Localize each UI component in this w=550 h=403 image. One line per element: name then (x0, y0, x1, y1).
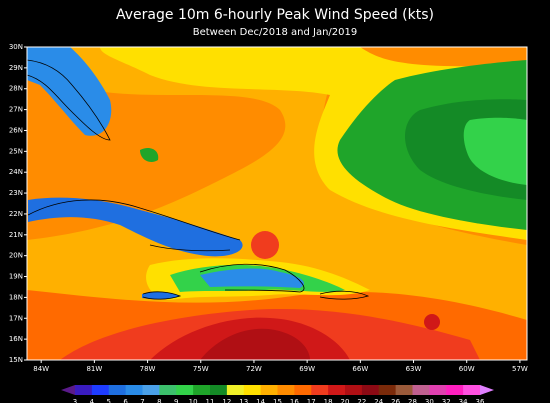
y-tick-label: 27N (9, 106, 23, 114)
y-tick-label: 19N (9, 273, 23, 281)
colorbar-segment (429, 385, 447, 395)
colorbar-label: 16 (290, 398, 299, 403)
colorbar-segment (75, 385, 93, 395)
y-tick-label: 29N (9, 64, 23, 72)
colorbar-label: 13 (239, 398, 248, 403)
colorbar-end (480, 385, 494, 395)
x-tick-label: 81W (86, 365, 102, 373)
colorbar-segment (108, 385, 127, 395)
coastlines (26, 59, 370, 300)
x-tick-label: 63W (406, 365, 422, 373)
colorbar-segment (243, 385, 262, 395)
colorbar-label: 6 (123, 398, 128, 403)
colorbar-segment (142, 385, 160, 395)
x-tick-label: 60W (459, 365, 475, 373)
colorbar-segment (412, 385, 430, 395)
y-tick-label: 15N (9, 356, 23, 364)
colorbar-segment (395, 385, 413, 395)
colorbar-segment (91, 385, 110, 395)
colorbar-label: 10 (189, 398, 198, 403)
colorbar-segment (277, 385, 295, 395)
colorbar-label: 12 (222, 398, 231, 403)
y-tick-label: 23N (9, 189, 23, 197)
wind-field (27, 47, 527, 360)
x-tick-label: 57W (512, 365, 528, 373)
y-tick-label: 16N (9, 335, 23, 343)
chart-title: Average 10m 6-hourly Peak Wind Speed (kt… (116, 7, 434, 23)
colorbar-segment (294, 385, 312, 395)
y-tick-label: 25N (9, 147, 23, 155)
colorbar-segment (311, 385, 329, 395)
colorbar-label: 22 (357, 398, 366, 403)
y-tick-label: 22N (9, 210, 23, 218)
colorbar-label: 34 (459, 398, 468, 403)
colorbar-segment (125, 385, 143, 395)
colorbar-label: 5 (107, 398, 111, 403)
x-tick-label: 66W (352, 365, 368, 373)
colorbar-label: 14 (256, 398, 265, 403)
colorbar-label: 18 (324, 398, 333, 403)
colorbar-segment (210, 385, 228, 395)
colorbar-label: 17 (307, 398, 316, 403)
colorbar-label: 7 (140, 398, 144, 403)
x-tick-label: 78W (140, 365, 156, 373)
colorbar-segment (176, 385, 194, 395)
x-tick-label: 72W (246, 365, 262, 373)
colorbar-label: 28 (408, 398, 417, 403)
map-frame (26, 46, 528, 361)
y-tick-label: 28N (9, 85, 23, 93)
colorbar-label: 9 (174, 398, 178, 403)
y-tick-label: 18N (9, 293, 23, 301)
colorbar-segment (193, 385, 211, 395)
colorbar-label: 26 (391, 398, 400, 403)
chart-subtitle: Between Dec/2018 and Jan/2019 (193, 27, 358, 38)
y-tick-label: 26N (9, 126, 23, 134)
colorbar-label: 32 (442, 398, 451, 403)
y-tick-label: 21N (9, 231, 23, 239)
colorbar-segment (378, 385, 397, 395)
colorbar-label: 3 (73, 398, 77, 403)
colorbar-label: 30 (425, 398, 434, 403)
colorbar-segment (463, 385, 481, 395)
colorbar-segment (159, 385, 177, 395)
colorbar-segment (328, 385, 346, 395)
colorbar-label: 20 (341, 398, 350, 403)
y-tick-label: 24N (9, 168, 23, 176)
y-tick-label: 30N (9, 43, 23, 51)
colorbar-label: 36 (476, 398, 485, 403)
colorbar-segment (226, 385, 245, 395)
colorbar-segment (361, 385, 380, 395)
colorbar-label: 8 (157, 398, 161, 403)
x-tick-label: 75W (193, 365, 209, 373)
colorbar-label: 4 (90, 398, 95, 403)
colorbar-segment (446, 385, 464, 395)
x-tick-label: 69W (299, 365, 315, 373)
y-tick-label: 20N (9, 252, 23, 260)
y-tick-label: 17N (9, 314, 23, 322)
colorbar-segment (345, 385, 363, 395)
x-tick-label: 84W (33, 365, 49, 373)
colorbar-end (61, 385, 75, 395)
colorbar-label: 11 (206, 398, 215, 403)
colorbar-segment (260, 385, 278, 395)
colorbar-label: 15 (273, 398, 282, 403)
colorbar-label: 24 (374, 398, 383, 403)
